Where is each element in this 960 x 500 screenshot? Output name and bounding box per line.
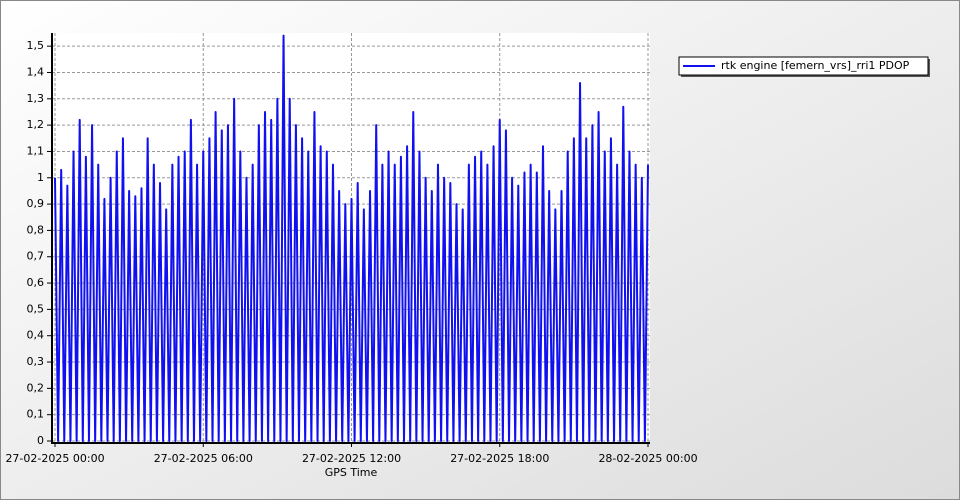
y-tick-label: 0,7: [27, 250, 45, 263]
y-tick-label: 0,2: [27, 381, 45, 394]
x-tick-label: 27-02-2025 00:00: [5, 452, 104, 465]
x-tick-label: 27-02-2025 12:00: [302, 452, 401, 465]
y-tick-label: 1,2: [27, 118, 45, 131]
legend-label: rtk engine [femern_vrs]_rri1 PDOP: [721, 59, 910, 72]
y-tick-label: 0,1: [27, 408, 45, 421]
y-tick-label: 0,8: [27, 223, 45, 236]
y-tick-label: 1,5: [27, 39, 45, 52]
data-line: [54, 34, 649, 442]
legend: rtk engine [femern_vrs]_rri1 PDOP: [678, 56, 930, 77]
y-tick-label: 0,9: [27, 197, 45, 210]
legend-box: [678, 56, 929, 76]
x-tick-label: 28-02-2025 00:00: [598, 452, 697, 465]
y-tick-label: 0,6: [27, 276, 45, 289]
y-tick-label: 1,4: [27, 65, 45, 78]
y-tick-label: 1: [37, 171, 44, 184]
y-tick-label: 1,1: [27, 144, 45, 157]
y-tick-label: 0,4: [27, 329, 45, 342]
y-tick-label: 0,3: [27, 355, 45, 368]
y-tick-label: 1,3: [27, 92, 45, 105]
x-tick-label: 27-02-2025 18:00: [450, 452, 549, 465]
y-tick-label: 0,5: [27, 302, 45, 315]
x-tick-label: 27-02-2025 06:00: [154, 452, 253, 465]
y-tick-label: 0: [37, 434, 44, 447]
x-axis-label: GPS Time: [325, 466, 378, 479]
